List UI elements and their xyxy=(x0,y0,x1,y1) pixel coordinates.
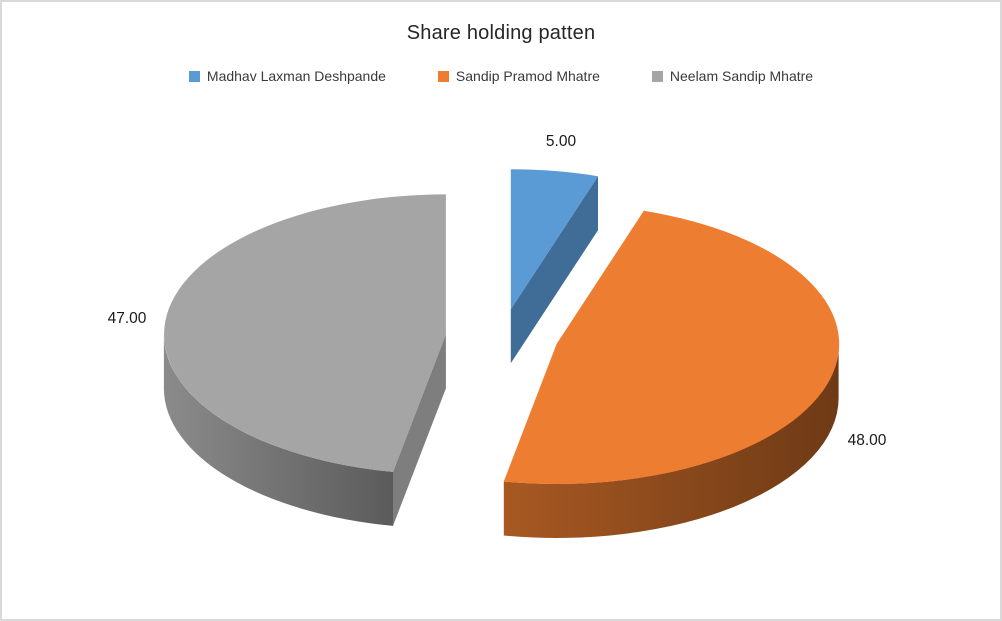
data-label-sandip-pramod-mhatre: 48.00 xyxy=(848,432,887,449)
pie-slice-madhav-laxman-deshpande[interactable] xyxy=(510,169,598,364)
pie-slice-face xyxy=(393,334,446,526)
legend-item-madhav-laxman-deshpande[interactable]: Madhav Laxman Deshpande xyxy=(188,68,386,84)
legend-swatch-icon xyxy=(651,70,663,82)
data-label-madhav-laxman-deshpande: 5.00 xyxy=(546,133,577,150)
legend-label: Sandip Pramod Mhatre xyxy=(455,68,600,84)
legend-swatch-icon xyxy=(188,70,200,82)
legend-swatch-icon xyxy=(437,70,449,82)
legend-label: Madhav Laxman Deshpande xyxy=(206,68,386,84)
chart-legend: Madhav Laxman Deshpande Sandip Pramod Mh… xyxy=(2,68,1000,84)
pie-slice-face xyxy=(164,194,446,472)
pie-slice-face xyxy=(163,334,393,526)
pie-slice-sandip-pramod-mhatre[interactable] xyxy=(503,210,840,538)
pie-slice-neelam-sandip-mhatre[interactable] xyxy=(163,194,446,526)
data-label-neelam-sandip-mhatre: 47.00 xyxy=(108,310,147,327)
legend-item-neelam-sandip-mhatre[interactable]: Neelam Sandip Mhatre xyxy=(651,68,814,84)
pie-slice-face xyxy=(510,169,598,310)
pie-slice-face xyxy=(510,176,598,364)
legend-item-sandip-pramod-mhatre[interactable]: Sandip Pramod Mhatre xyxy=(437,68,600,84)
chart-title: Share holding patten xyxy=(406,22,596,44)
legend-label: Neelam Sandip Mhatre xyxy=(669,68,814,84)
pie-slice-face xyxy=(503,344,839,538)
pie-slice-face xyxy=(503,210,840,485)
